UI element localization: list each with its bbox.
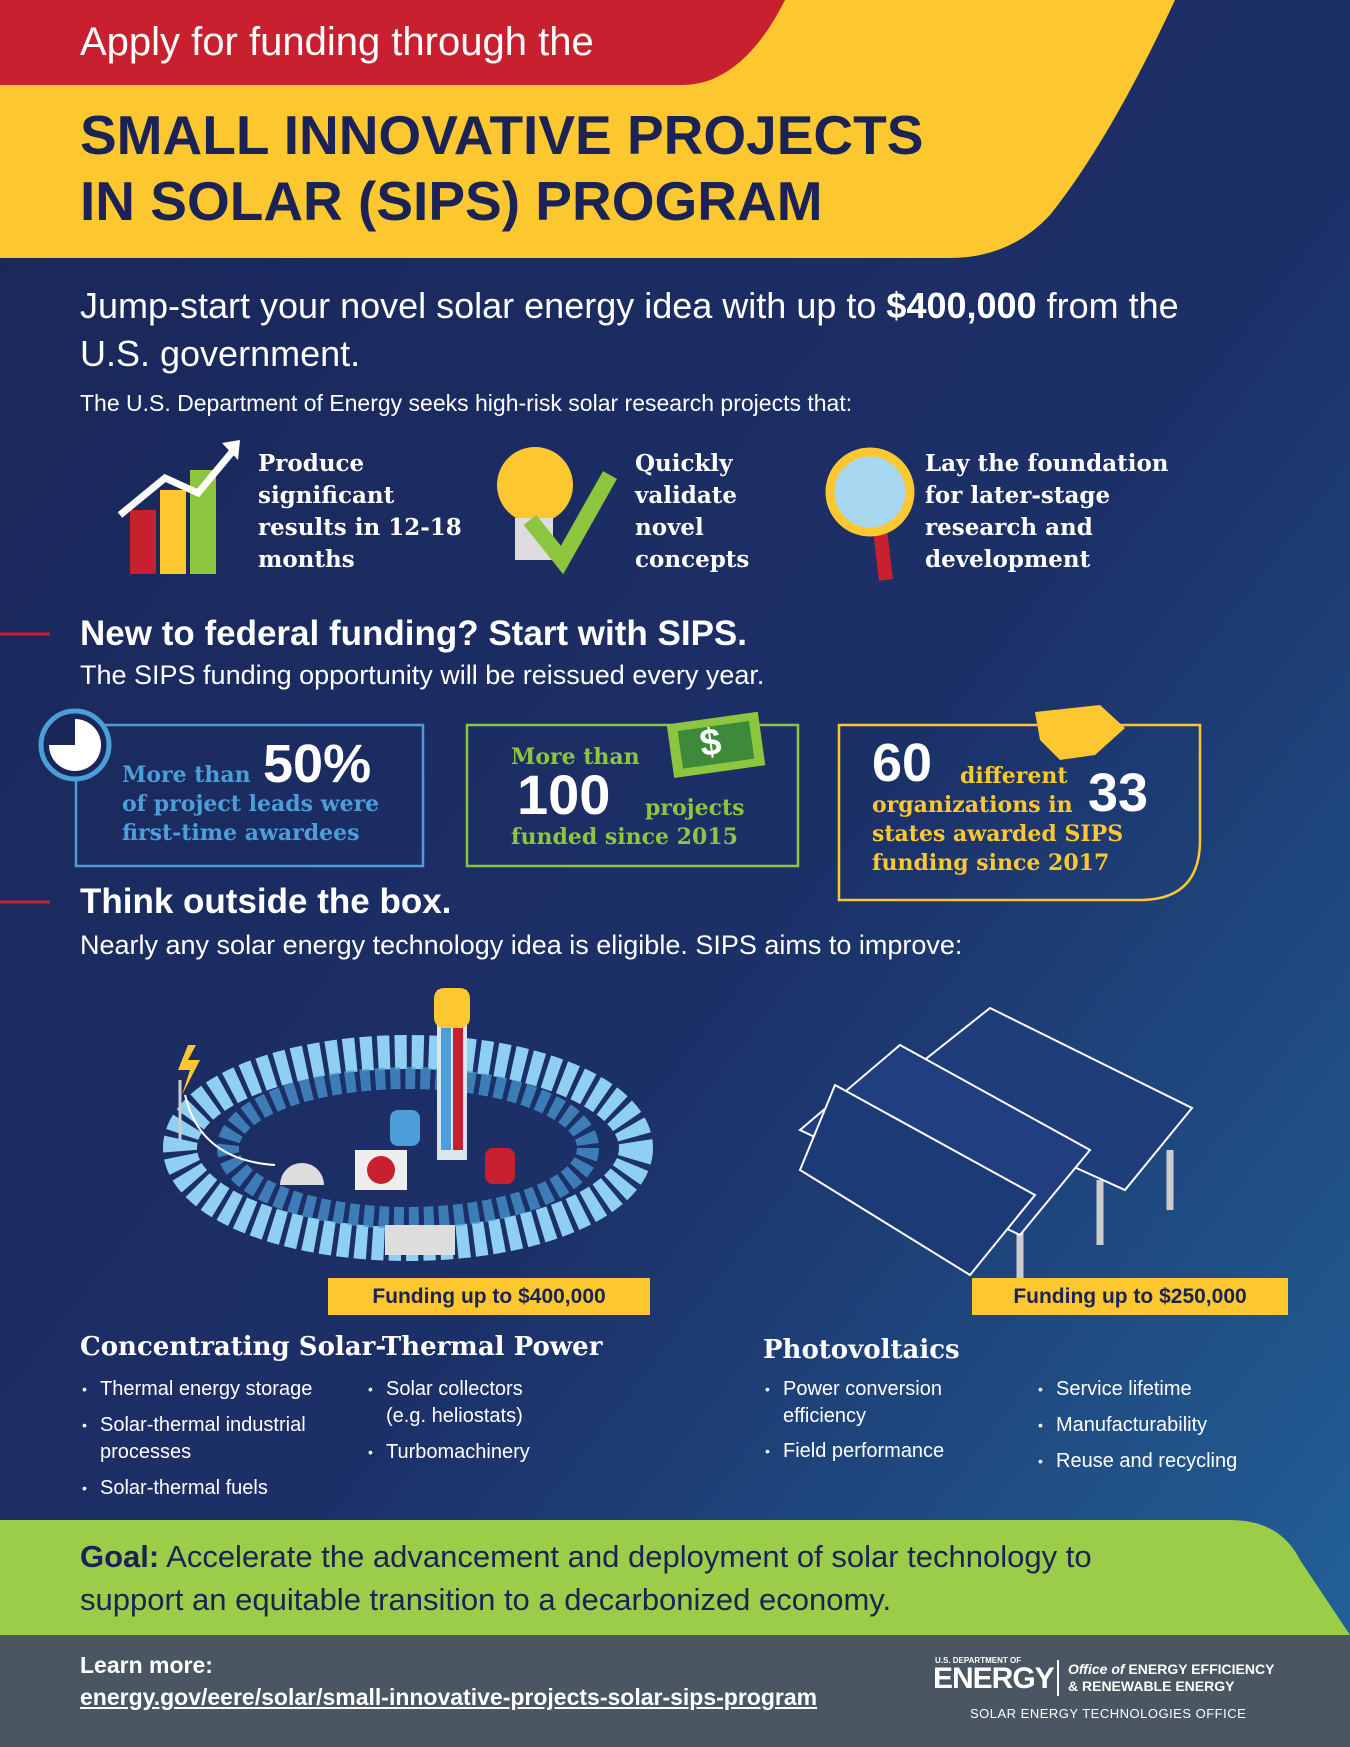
list-item: Turbomachinery	[366, 1439, 566, 1466]
url-link[interactable]: energy.gov/eere/solar/small-innovative-p…	[80, 1684, 818, 1710]
list-item: Solar collectors (e.g. heliostats)	[366, 1376, 566, 1430]
pv-illustration	[798, 1006, 1194, 1280]
list-item: Field performance	[763, 1438, 983, 1465]
list-item: Solar-thermal fuels	[80, 1475, 350, 1502]
logo-divider	[1057, 1660, 1059, 1696]
stat-number: 33	[1088, 763, 1149, 823]
lead-amount: $400,000	[886, 285, 1037, 326]
logo-office-of: Office of	[1068, 1661, 1125, 1677]
lead-text: from the U.S. government.	[80, 285, 1179, 374]
title-line: SMALL INNOVATIVE PROJECTS	[80, 104, 924, 166]
logo-office: Office of ENERGY EFFICIENCY	[1068, 1661, 1274, 1677]
list-item: Power conversion efficiency	[763, 1376, 983, 1430]
funding-badge: Funding up to $250,000	[972, 1278, 1288, 1315]
stat-number: 50%	[263, 734, 372, 794]
list-item: Solar-thermal industrial processes	[80, 1412, 350, 1466]
logo-dept: U.S. DEPARTMENT OF	[935, 1656, 1022, 1665]
goal: Goal: Accelerate the advancement and dep…	[80, 1535, 1200, 1621]
section-sub: Nearly any solar energy technology idea …	[80, 930, 963, 960]
aim: Quickly validate novel concepts	[635, 450, 750, 573]
magnifier-icon	[825, 447, 915, 581]
section-heading: Think outside the box.	[80, 882, 452, 921]
stat-lead: More than	[511, 744, 640, 770]
logo-seto: SOLAR ENERGY TECHNOLOGIES OFFICE	[970, 1706, 1247, 1721]
seeks: The U.S. Department of Energy seeks high…	[80, 390, 853, 416]
funding-badge: Funding up to $400,000	[328, 1278, 650, 1315]
stat-unit: projects	[645, 795, 745, 821]
column-title: Concentrating Solar-Thermal Power	[80, 1332, 603, 1362]
logo-eere: ENERGY EFFICIENCY	[1128, 1661, 1275, 1677]
list-item: Thermal energy storage	[80, 1376, 350, 1403]
goal-label: Goal:	[80, 1539, 160, 1574]
column-title: Photovoltaics	[763, 1335, 960, 1365]
intro: Apply for funding through the	[80, 20, 594, 64]
stat-number: 100	[517, 763, 611, 826]
section-heading: New to federal funding? Start with SIPS.	[80, 614, 747, 653]
list-item: Manufacturability	[1036, 1412, 1276, 1439]
section-sub: The SIPS funding opportunity will be rei…	[80, 660, 765, 690]
stat-text: of project leads were first-time awardee…	[122, 791, 380, 846]
logo-energy: ENERGY	[933, 1662, 1055, 1695]
list-item: Reuse and recycling	[1036, 1448, 1276, 1475]
bulb-check-icon	[497, 447, 617, 575]
lead-text: Jump-start your novel solar energy idea …	[80, 285, 877, 326]
learn-more: Learn more:	[80, 1652, 213, 1678]
stat-unit: different	[960, 763, 1068, 789]
stat-text: funded since 2015	[511, 824, 738, 850]
list-item: Service lifetime	[1036, 1376, 1276, 1403]
logo-eere: & RENEWABLE ENERGY	[1068, 1678, 1235, 1694]
lead: Jump-start your novel solar energy idea …	[80, 282, 1240, 378]
aim: Produce significant results in 12-18 mon…	[258, 450, 462, 573]
stat-lead: More than	[122, 762, 251, 788]
csp-illustration	[163, 988, 653, 1261]
title-line: IN SOLAR (SIPS) PROGRAM	[80, 170, 823, 232]
goal-text: Accelerate the advancement and deploymen…	[80, 1539, 1092, 1617]
aim: Lay the foundation for later-stage resea…	[925, 450, 1169, 573]
chart-icon	[117, 440, 240, 574]
stat-text: states awarded SIPS funding since 2017	[872, 821, 1124, 876]
stat-text: organizations in	[872, 792, 1073, 818]
stat-number: 60	[872, 733, 933, 793]
